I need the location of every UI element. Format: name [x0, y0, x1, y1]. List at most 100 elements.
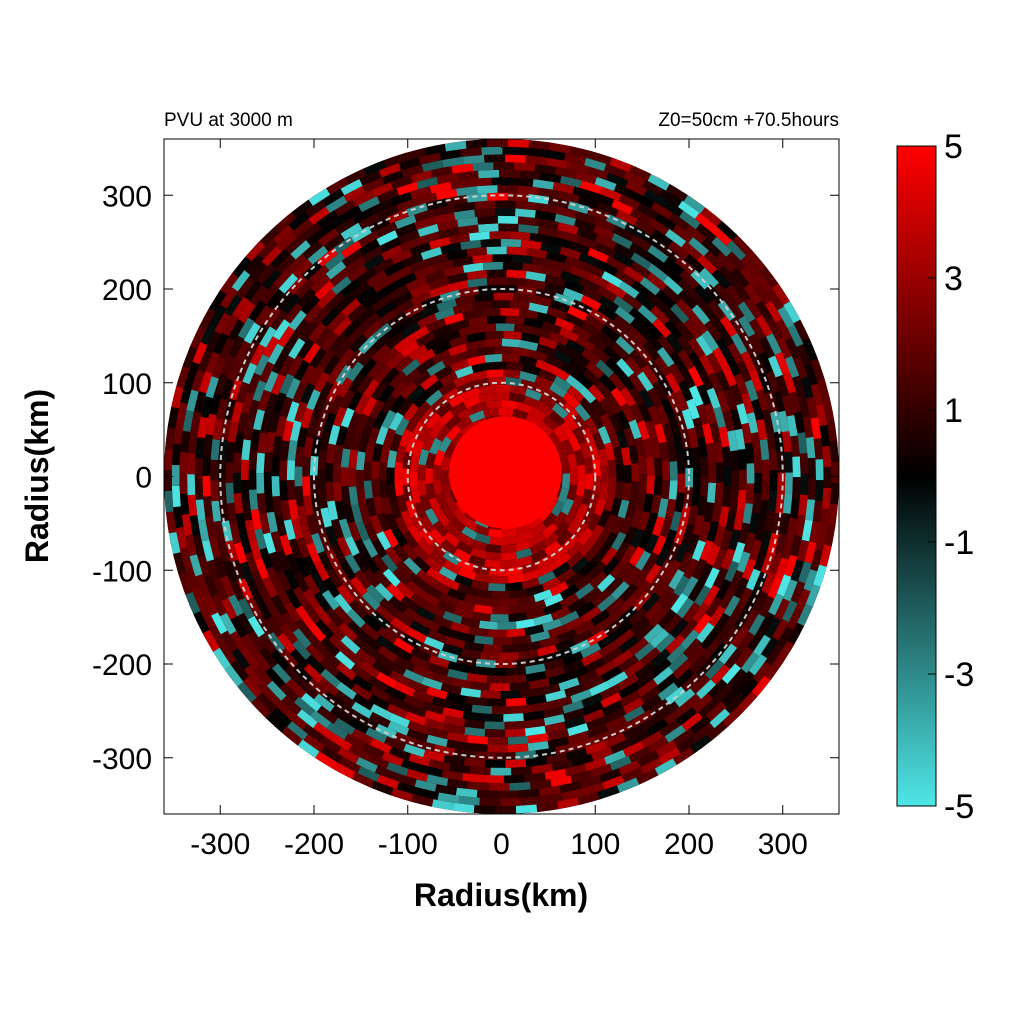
field-cell — [598, 295, 620, 313]
field-cell — [406, 627, 427, 644]
field-cell — [251, 570, 267, 593]
field-cell — [797, 603, 813, 627]
field-cell — [308, 321, 327, 343]
field-cell — [292, 258, 313, 279]
field-cell — [368, 648, 390, 667]
field-cell — [473, 635, 494, 646]
field-cell — [361, 291, 383, 310]
field-cell — [506, 361, 524, 372]
field-cell — [294, 618, 314, 639]
field-cell — [315, 619, 335, 640]
field-cell — [386, 703, 408, 719]
field-cell — [519, 339, 539, 351]
field-cell — [599, 684, 622, 701]
field-cell — [622, 526, 638, 546]
field-cell — [703, 250, 725, 271]
field-cell — [799, 453, 809, 475]
field-cell — [588, 384, 606, 403]
field-cell — [579, 180, 602, 194]
field-cell — [776, 336, 792, 359]
field-cell — [761, 572, 776, 594]
field-cell — [426, 686, 448, 700]
field-cell — [324, 525, 339, 547]
field-cell — [433, 204, 456, 217]
field-cell — [358, 196, 381, 212]
field-cell — [441, 387, 460, 403]
field-cell — [753, 634, 771, 657]
field-cell — [509, 781, 531, 791]
field-cell — [486, 269, 507, 278]
field-cell — [388, 284, 410, 301]
field-cell — [487, 528, 503, 538]
field-cell — [798, 395, 811, 418]
field-cell — [402, 367, 422, 386]
field-cell — [528, 140, 551, 151]
field-cell — [767, 576, 783, 599]
field-cell — [409, 655, 431, 671]
field-cell — [507, 573, 526, 584]
field-cell — [691, 293, 711, 314]
field-cell — [394, 354, 413, 373]
field-cell — [373, 569, 392, 589]
field-cell — [657, 346, 675, 368]
field-cell — [549, 299, 571, 313]
field-cell — [230, 401, 244, 423]
field-cell — [772, 618, 789, 641]
field-cell — [724, 648, 744, 670]
field-cell — [572, 426, 587, 445]
field-cell — [371, 182, 394, 198]
field-cell — [630, 509, 644, 529]
field-cell — [716, 325, 735, 347]
field-cell — [237, 317, 255, 340]
field-cell — [551, 402, 569, 419]
field-cell — [546, 306, 568, 320]
field-cell — [545, 689, 567, 703]
field-cell — [271, 663, 292, 684]
field-cell — [493, 637, 513, 646]
field-cell — [754, 472, 763, 494]
field-cell — [593, 217, 616, 233]
field-cell — [657, 608, 677, 630]
field-cell — [371, 780, 394, 796]
field-cell — [676, 735, 698, 754]
field-cell — [715, 622, 734, 644]
field-cell — [628, 637, 649, 656]
field-cell — [732, 280, 751, 303]
field-cell — [236, 411, 249, 434]
field-cell — [715, 462, 724, 483]
field-cell — [306, 542, 321, 564]
field-cell — [303, 436, 314, 458]
field-cell — [380, 553, 398, 573]
field-cell — [719, 315, 738, 337]
field-cell — [512, 177, 534, 187]
field-cell — [307, 245, 329, 265]
field-cell — [408, 753, 431, 767]
field-cell — [460, 422, 476, 437]
field-cell — [405, 413, 421, 433]
field-cell — [462, 773, 484, 783]
field-cell — [696, 679, 717, 700]
field-cell — [234, 340, 251, 363]
field-cell — [413, 264, 436, 280]
field-cell — [329, 332, 348, 353]
field-cell — [357, 230, 380, 248]
field-cell — [256, 493, 267, 515]
field-cell — [426, 629, 448, 644]
field-cell — [460, 648, 481, 660]
field-cell — [248, 539, 262, 561]
field-cell — [405, 711, 427, 726]
field-cell — [608, 372, 627, 392]
field-cell — [698, 521, 712, 543]
field-cell — [660, 189, 683, 208]
field-cell — [594, 529, 611, 549]
field-cell — [752, 590, 769, 613]
field-cell — [644, 331, 664, 352]
field-cell — [195, 499, 206, 521]
field-cell — [765, 644, 784, 667]
field-cell — [613, 183, 637, 200]
field-cell — [256, 452, 265, 474]
field-cell — [562, 700, 584, 714]
field-cell — [285, 553, 301, 575]
field-cell — [457, 170, 479, 181]
field-cell — [748, 512, 760, 534]
